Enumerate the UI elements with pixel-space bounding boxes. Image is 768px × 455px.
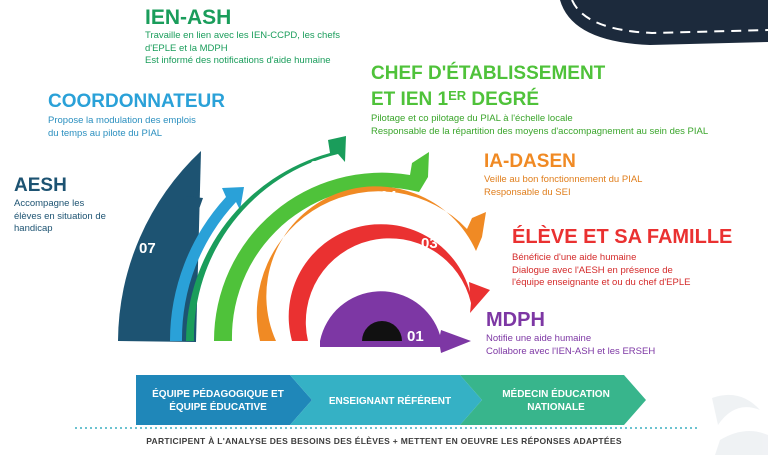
desc-line: Responsable du SEI [484,186,571,198]
actor-ien-ash: IEN-ASH Travaille en lien avec les IEN-C… [145,7,340,68]
actor-eleve-title: ÉLÈVE ET SA FAMILLE [512,226,733,248]
desc-line: Responsable de la répartition des moyens… [371,125,709,137]
actor-chef: CHEF D'ÉTABLISSEMENT ET IEN 1ER DEGRÉ Pi… [371,64,708,138]
desc-line: handicap [14,223,53,234]
actor-aesh-desc: Accompagne les élèves en situation de ha… [14,198,106,236]
actor-aesh-title: AESH [14,175,67,196]
watermark [712,394,768,455]
desc-line: du temps au pilote du PIAL [48,127,163,139]
number-04: 04 [380,188,397,205]
flow-2-line1: ENSEIGNANT RÉFÉRENT [329,394,451,407]
arc-mdph [320,291,471,353]
flow-banner: ÉQUIPE PÉDAGOGIQUE ET ÉQUIPE ÉDUCATIVE E… [136,375,646,425]
actor-eleve-desc: Bénéficie d'une aide humaine Dialogue av… [512,252,732,290]
arc-chef [213,152,429,341]
chevron-2 [290,375,482,425]
desc-line: d'EPLE et la MDPH [145,42,228,54]
actor-ia-dasen-desc: Veille au bon fonctionnement du PIAL Res… [484,174,642,199]
number-05: 05 [310,158,327,175]
arc-ien-ash [186,136,346,341]
number-07: 07 [139,240,156,257]
arrow-aesh [176,196,203,226]
actor-chef-desc: Pilotage et co pilotage du PIAL à l'éche… [371,113,708,138]
desc-line: Notifie une aide humaine [486,333,592,344]
chevron-3 [460,375,646,425]
desc-line: élèves en situation de [14,210,106,222]
desc-line: Veille au bon fonctionnement du PIAL [484,174,643,185]
actor-mdph: MDPH Notifie une aide humaine Collabore … [486,310,655,358]
flow-3-line1: MÉDECIN ÉDUCATION [502,387,610,400]
chevron-1 [136,375,312,425]
desc-line: Collabore avec l'IEN-ASH et les ERSEH [486,345,656,357]
number-03: 03 [421,235,438,252]
desc-line: Pilotage et co pilotage du PIAL à l'éche… [371,113,573,124]
actor-ia-dasen: IA-DASEN Veille au bon fonctionnement du… [484,152,642,199]
desc-line: l'équipe enseignante et ou du chef d'EPL… [512,277,691,288]
actor-chef-title-line1: CHEF D'ÉTABLISSEMENT [371,63,606,84]
desc-line: Bénéficie d'une aide humaine [512,252,637,263]
flow-3-line2: NATIONALE [527,402,585,413]
flow-1-line2: ÉQUIPE ÉDUCATIVE [169,400,267,413]
arc-center [362,321,402,341]
actor-coordonnateur: COORDONNATEUR Propose la modulation des … [48,92,225,140]
actor-ien-ash-desc: Travaille en lien avec les IEN-CCPD, les… [145,30,340,68]
desc-line: Propose la modulation des emplois [48,115,196,126]
actor-eleve: ÉLÈVE ET SA FAMILLE Bénéficie d'une aide… [512,227,732,290]
desc-line: Dialogue avec l'AESH en présence de [512,264,673,276]
actor-aesh: AESH Accompagne les élèves en situation … [14,176,106,236]
desc-line: Est informé des notifications d'aide hum… [145,55,331,66]
arc-eleve [288,224,490,341]
actor-chef-title-line2: ET IEN 1ER DEGRÉ [371,88,539,110]
actor-coordonnateur-title: COORDONNATEUR [48,91,225,112]
actor-ia-dasen-title: IA-DASEN [484,151,576,172]
arc-coordonnateur [169,187,244,341]
desc-line: Travaille en lien avec les IEN-CCPD, les… [145,30,340,41]
road-decoration [560,0,768,45]
flow-1-line1: ÉQUIPE PÉDAGOGIQUE ET [152,387,284,400]
number-01: 01 [407,328,424,345]
desc-line: Accompagne les [14,198,85,209]
actor-ien-ash-title: IEN-ASH [145,6,232,29]
actor-mdph-desc: Notifie une aide humaine Collabore avec … [486,333,655,358]
footer-caption: PARTICIPENT À L'ANALYSE DES BESOINS DES … [146,436,622,446]
actor-coordonnateur-desc: Propose la modulation des emplois du tem… [48,115,225,140]
actor-mdph-title: MDPH [486,309,545,331]
number-06: 06 [224,173,241,190]
number-02: 02 [428,290,445,307]
